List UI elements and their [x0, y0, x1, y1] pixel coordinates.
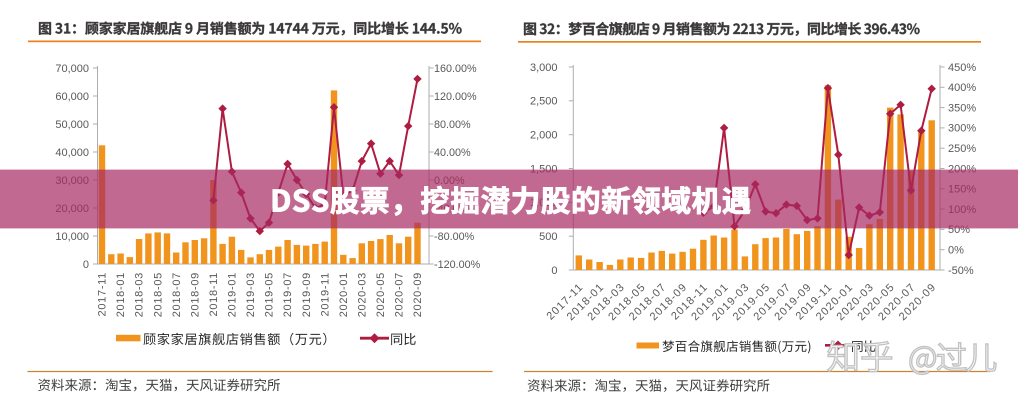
svg-text:-120.00%: -120.00%: [434, 259, 481, 271]
svg-text:50,000: 50,000: [55, 119, 89, 131]
svg-text:400%: 400%: [948, 82, 976, 94]
svg-text:2018-05: 2018-05: [152, 272, 164, 317]
svg-text:2020-07: 2020-07: [394, 272, 406, 317]
svg-text:0%: 0%: [948, 245, 964, 257]
svg-text:0: 0: [551, 265, 557, 277]
svg-text:2019-01: 2019-01: [227, 272, 239, 317]
svg-text:3,000: 3,000: [530, 62, 558, 74]
svg-text:450%: 450%: [948, 62, 976, 74]
svg-text:2020-09: 2020-09: [412, 272, 424, 317]
svg-text:-50%: -50%: [948, 265, 974, 277]
svg-text:2018-03: 2018-03: [134, 272, 146, 317]
svg-text:2019-07: 2019-07: [282, 272, 294, 317]
svg-text:40.00%: 40.00%: [434, 147, 471, 159]
svg-text:2019-11: 2019-11: [319, 272, 331, 316]
svg-text:2,000: 2,000: [530, 129, 558, 141]
svg-text:2019-03: 2019-03: [245, 272, 257, 317]
svg-text:300%: 300%: [948, 123, 976, 135]
svg-text:2017-11: 2017-11: [97, 272, 109, 316]
svg-text:160.00%: 160.00%: [434, 63, 477, 75]
svg-text:10,000: 10,000: [55, 231, 89, 243]
svg-text:40,000: 40,000: [55, 147, 89, 159]
svg-text:80.00%: 80.00%: [434, 119, 471, 131]
svg-text:350%: 350%: [948, 102, 976, 114]
svg-text:2020-03: 2020-03: [356, 272, 368, 317]
svg-text:2018-07: 2018-07: [171, 272, 183, 317]
svg-text:120.00%: 120.00%: [434, 91, 477, 103]
svg-text:2020-01: 2020-01: [338, 272, 350, 317]
svg-text:2018-11: 2018-11: [208, 272, 220, 316]
svg-text:2020-05: 2020-05: [375, 272, 387, 317]
svg-text:250%: 250%: [948, 143, 976, 155]
svg-text:-80.00%: -80.00%: [434, 231, 475, 243]
svg-text:2019-09: 2019-09: [301, 272, 313, 317]
svg-text:2018-09: 2018-09: [189, 272, 201, 317]
svg-text:2,500: 2,500: [530, 96, 558, 108]
svg-text:2019-05: 2019-05: [264, 272, 276, 317]
svg-text:2018-01: 2018-01: [115, 272, 127, 317]
svg-text:60,000: 60,000: [55, 91, 89, 103]
svg-text:0: 0: [83, 259, 89, 271]
svg-text:500: 500: [539, 231, 557, 243]
svg-text:70,000: 70,000: [55, 63, 89, 75]
